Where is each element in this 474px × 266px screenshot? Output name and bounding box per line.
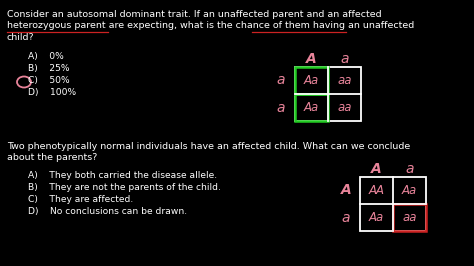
Text: child?: child? — [7, 33, 35, 42]
Text: a: a — [405, 162, 414, 176]
Text: a: a — [340, 52, 349, 66]
Text: D)    No conclusions can be drawn.: D) No conclusions can be drawn. — [28, 207, 187, 216]
Text: A: A — [371, 162, 382, 176]
Bar — [393, 204, 426, 231]
Text: A)    0%: A) 0% — [28, 52, 64, 61]
Text: Aa: Aa — [304, 74, 319, 87]
Text: D)    100%: D) 100% — [28, 89, 76, 98]
Text: a: a — [277, 73, 285, 88]
Text: C)    They are affected.: C) They are affected. — [28, 195, 133, 204]
Text: Aa: Aa — [402, 184, 417, 197]
Text: Two phenotypically normal individuals have an affected child. What can we conclu: Two phenotypically normal individuals ha… — [7, 142, 410, 151]
Text: C)    50%: C) 50% — [28, 77, 70, 85]
Bar — [295, 67, 328, 94]
Text: Aa: Aa — [369, 211, 384, 224]
Text: heterozygous parent are expecting, what is the chance of them having an unaffect: heterozygous parent are expecting, what … — [7, 22, 414, 31]
Text: aa: aa — [337, 101, 352, 114]
Bar — [295, 94, 328, 121]
Text: AA: AA — [368, 184, 384, 197]
Text: aa: aa — [402, 211, 417, 224]
Text: a: a — [277, 101, 285, 114]
Text: A)    They both carried the disease allele.: A) They both carried the disease allele. — [28, 171, 217, 180]
Text: aa: aa — [337, 74, 352, 87]
Text: Consider an autosomal dominant trait. If an unaffected parent and an affected: Consider an autosomal dominant trait. If… — [7, 10, 382, 19]
Text: a: a — [342, 210, 350, 225]
Bar — [360, 177, 426, 231]
Text: A: A — [306, 52, 317, 66]
Text: A: A — [341, 184, 351, 197]
Bar — [295, 67, 361, 121]
Text: about the parents?: about the parents? — [7, 153, 97, 163]
Text: Aa: Aa — [304, 101, 319, 114]
Text: B)    25%: B) 25% — [28, 64, 70, 73]
Text: B)    They are not the parents of the child.: B) They are not the parents of the child… — [28, 183, 221, 192]
